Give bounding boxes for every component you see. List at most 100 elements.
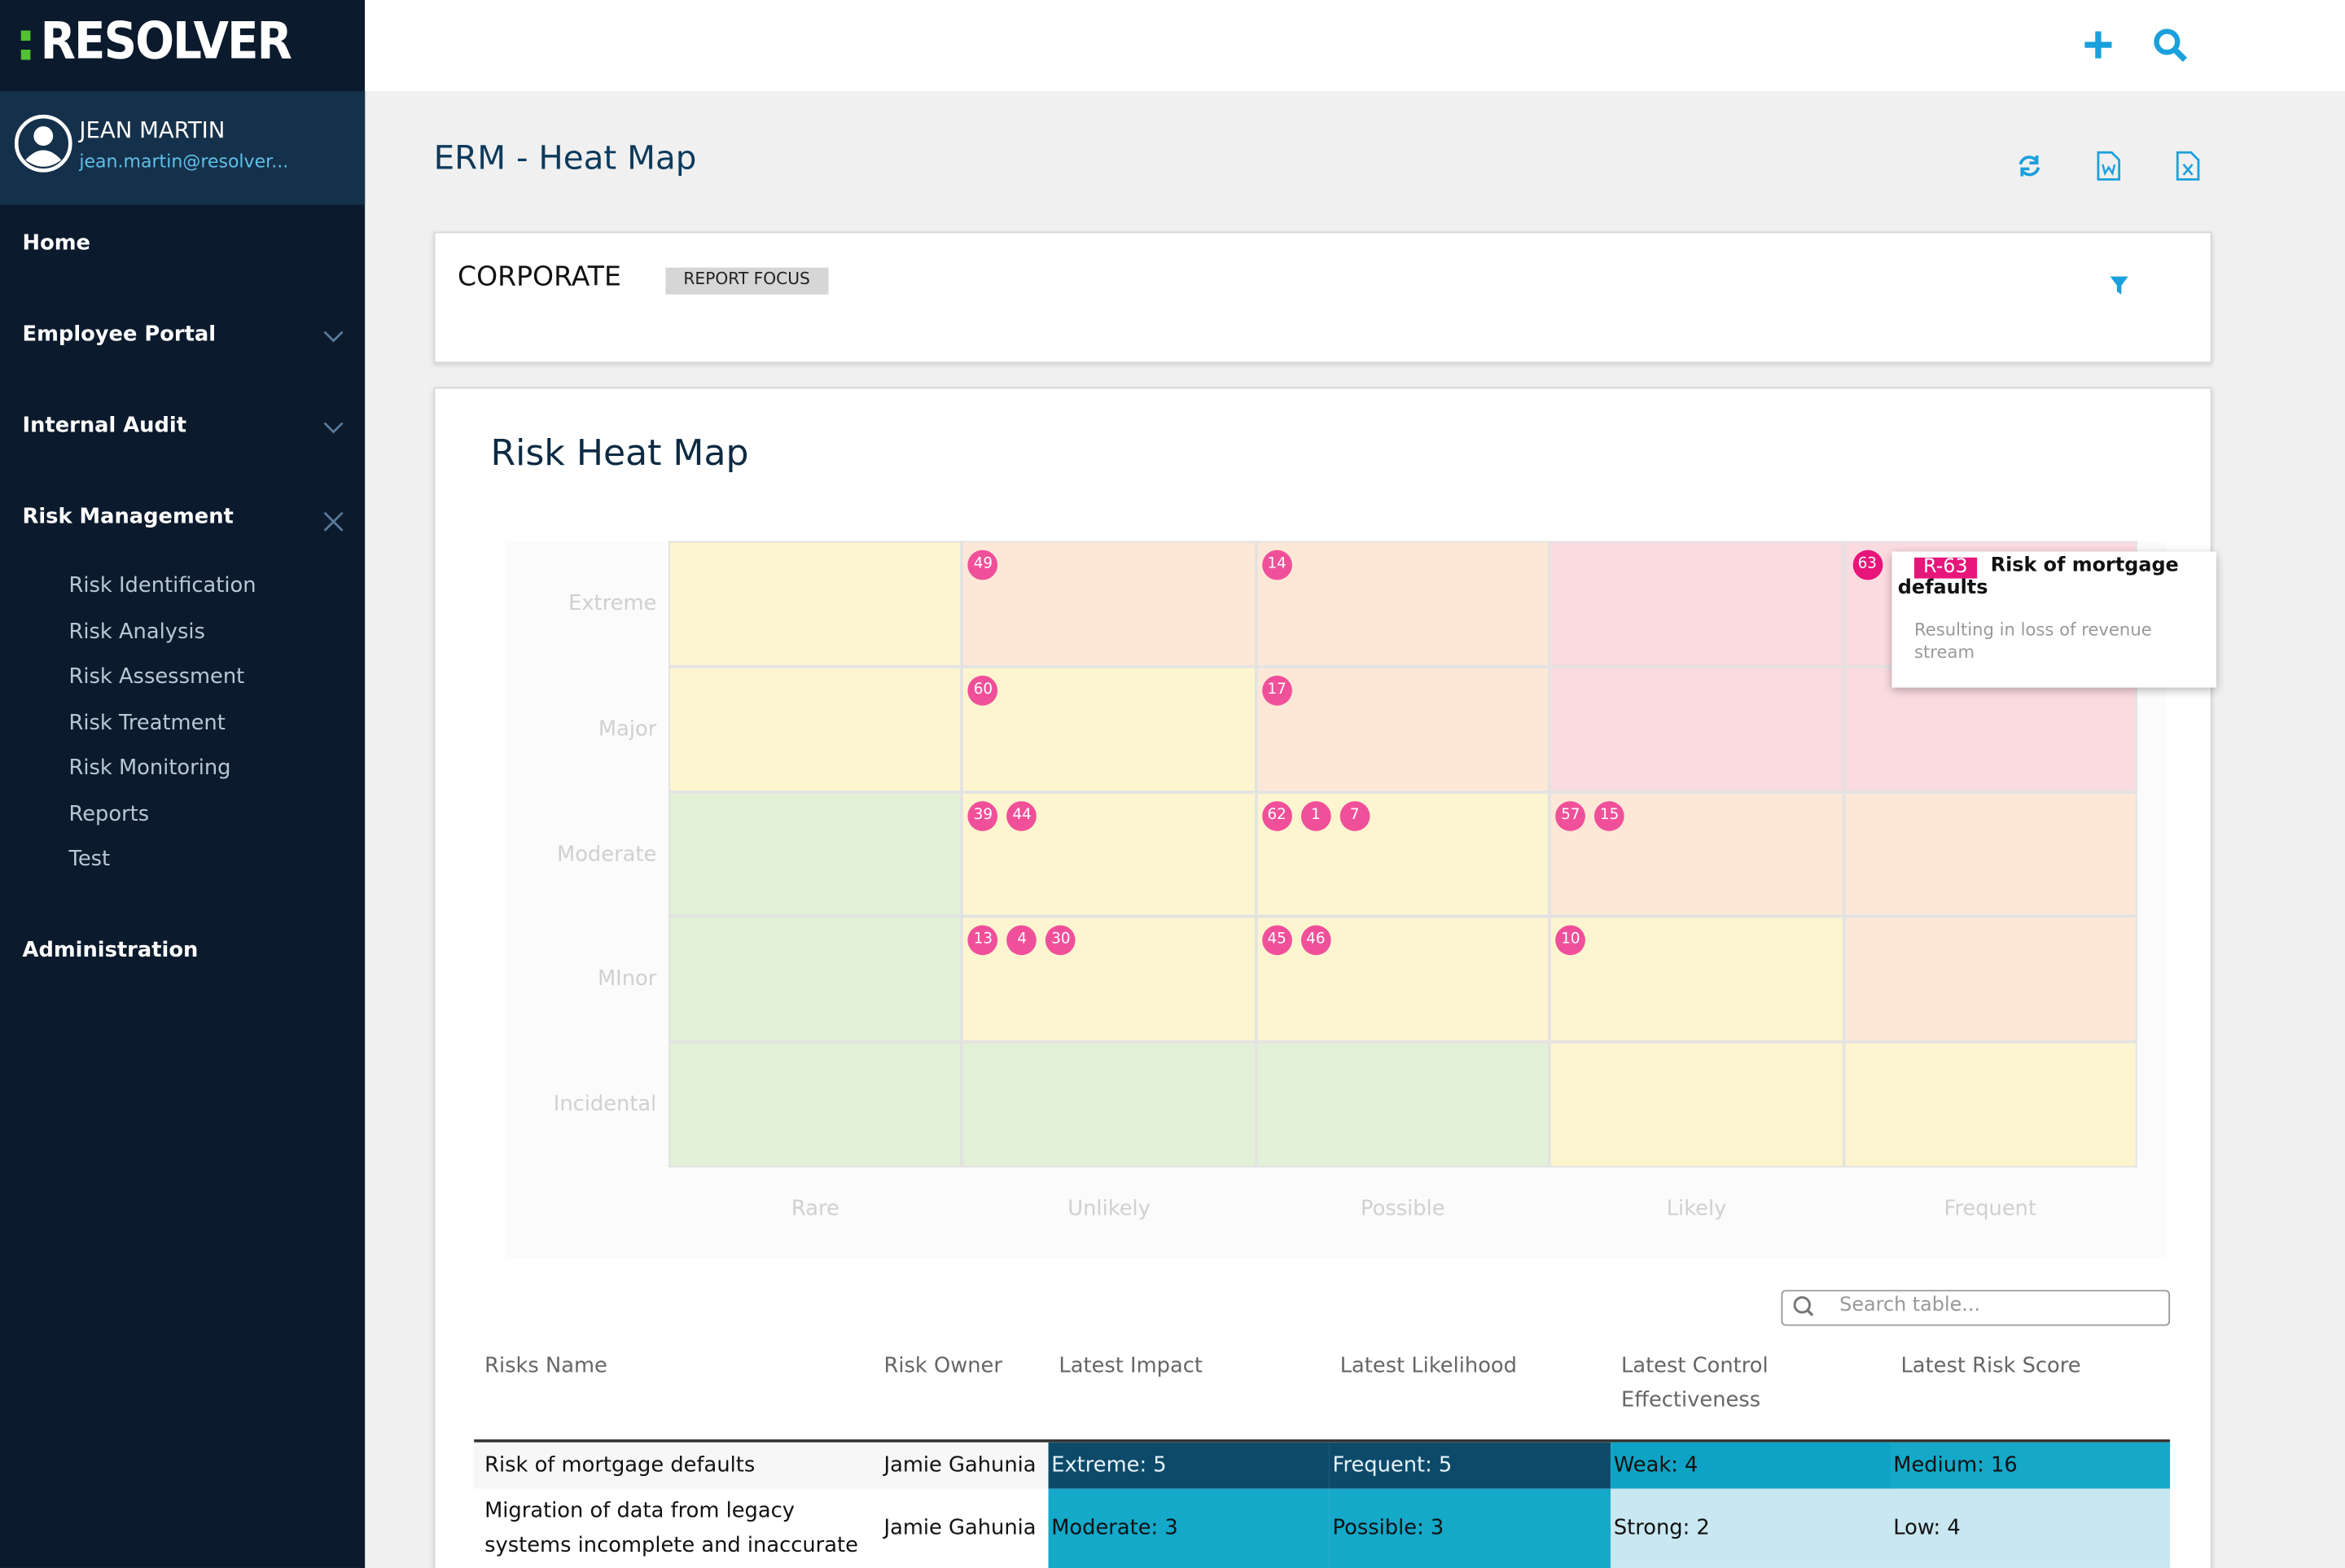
- risk-bubble[interactable]: 39: [968, 800, 998, 831]
- table-cell-text: Moderate: 3: [1051, 1515, 1178, 1540]
- heatmap-cell[interactable]: [668, 541, 962, 667]
- heatmap-cell[interactable]: [1256, 917, 1550, 1043]
- risk-bubble[interactable]: 57: [1555, 800, 1586, 831]
- nav-sub-item[interactable]: Risk Analysis: [68, 620, 205, 644]
- column-label: Possible: [1361, 1197, 1445, 1222]
- heatmap-cell[interactable]: [962, 917, 1256, 1043]
- heatmap-cell[interactable]: [1256, 1042, 1550, 1167]
- search-icon[interactable]: [2152, 27, 2191, 66]
- tooltip-badge: R-63: [1914, 557, 1977, 579]
- heatmap-cell[interactable]: [668, 791, 962, 918]
- heatmap-cell[interactable]: [962, 541, 1256, 667]
- collapse-icon[interactable]: [323, 511, 344, 532]
- search-placeholder: Search table...: [1839, 1294, 1981, 1317]
- column-label: Rare: [791, 1197, 839, 1222]
- focus-title: CORPORATE: [458, 261, 621, 293]
- table-cell-text: Jamie Gahunia: [883, 1515, 1037, 1540]
- filter-icon[interactable]: [2109, 275, 2130, 296]
- table-header[interactable]: Latest Risk Score: [1900, 1354, 2081, 1378]
- heatmap-cell[interactable]: [1549, 666, 1843, 792]
- heatmap-cell[interactable]: [1549, 791, 1843, 918]
- nav-sub-item[interactable]: Risk Monitoring: [68, 756, 231, 781]
- risk-bubble[interactable]: 30: [1045, 926, 1076, 956]
- table-cell: Jamie Gahunia: [884, 1443, 1049, 1489]
- heatmap-cell[interactable]: [1549, 541, 1843, 667]
- tooltip: R-63 Risk of mortgage defaults Resulting i…: [1891, 551, 2217, 688]
- heatmap-cell[interactable]: [1256, 791, 1550, 918]
- nav-sub-item[interactable]: Risk Assessment: [68, 665, 245, 690]
- risk-bubble[interactable]: 62: [1261, 800, 1292, 831]
- search-box[interactable]: [1781, 1290, 2171, 1326]
- nav-sub-item[interactable]: Reports: [68, 802, 150, 826]
- tooltip-text: Resulting in loss of revenue stream: [1914, 619, 2152, 663]
- add-icon[interactable]: [2082, 28, 2115, 61]
- heatmap-cell[interactable]: [1843, 917, 2137, 1043]
- heatmap-cell[interactable]: [962, 666, 1256, 792]
- search-box-icon: [1793, 1296, 1814, 1316]
- refresh-icon[interactable]: [2016, 152, 2043, 179]
- word-export-icon[interactable]: [2097, 151, 2121, 181]
- risk-bubble[interactable]: 46: [1300, 926, 1331, 956]
- avatar: [14, 114, 72, 173]
- nav-item[interactable]: Administration: [22, 939, 199, 963]
- nav-sub-item[interactable]: Risk Treatment: [68, 711, 226, 735]
- table-header[interactable]: Risk Owner: [883, 1354, 1002, 1378]
- chevron-icon: [323, 331, 344, 343]
- row-label: Extreme: [568, 591, 657, 616]
- heatmap-cell[interactable]: [1256, 541, 1550, 667]
- table-cell: Frequent: 5: [1329, 1442, 1611, 1489]
- table-cell: Weak: 4: [1611, 1442, 1892, 1489]
- table-cell-text: Frequent: 5: [1332, 1452, 1453, 1477]
- nav-item[interactable]: Risk Management: [22, 505, 234, 529]
- column-label: Frequent: [1944, 1197, 2037, 1222]
- nav-sub-item[interactable]: Risk Identification: [68, 574, 256, 598]
- table-cell: Jamie Gahunia: [884, 1489, 1049, 1568]
- table-header[interactable]: Latest Impact: [1059, 1354, 1203, 1378]
- heatmap-cell[interactable]: [1843, 1042, 2137, 1167]
- risk-bubble[interactable]: 63: [1852, 550, 1883, 580]
- nav-item[interactable]: Employee Portal: [22, 322, 217, 347]
- risk-bubble[interactable]: 44: [1006, 800, 1037, 831]
- risk-bubble[interactable]: 13: [968, 926, 998, 956]
- heatmap-cell[interactable]: [1549, 917, 1843, 1043]
- heatmap-cell[interactable]: [668, 666, 962, 792]
- heatmap-cell[interactable]: [962, 1042, 1256, 1167]
- risk-bubble[interactable]: 1: [1300, 800, 1331, 831]
- risk-bubble[interactable]: 17: [1261, 675, 1292, 706]
- table-cell: Extreme: 5: [1048, 1442, 1330, 1489]
- nav-item[interactable]: Home: [22, 231, 90, 256]
- heatmap-cell[interactable]: [1549, 1042, 1843, 1167]
- table-header[interactable]: Latest Control Effectiveness: [1621, 1354, 1769, 1413]
- table-header[interactable]: Latest Likelihood: [1339, 1354, 1517, 1378]
- nav-item[interactable]: Internal Audit: [22, 414, 186, 438]
- risk-bubble[interactable]: 14: [1261, 550, 1292, 580]
- excel-export-icon[interactable]: [2176, 151, 2200, 181]
- row-label: MInor: [597, 967, 657, 992]
- risk-bubble[interactable]: 45: [1261, 926, 1292, 956]
- table-cell-text: Jamie Gahunia: [883, 1452, 1037, 1477]
- heatmap-cell[interactable]: [1256, 666, 1550, 792]
- table-cell: Low: 4: [1890, 1488, 2171, 1568]
- risk-bubble[interactable]: 7: [1339, 800, 1370, 831]
- heatmap-cell[interactable]: [668, 917, 962, 1043]
- risk-bubble[interactable]: 4: [1006, 926, 1037, 956]
- table-cell-text: Medium: 16: [1893, 1452, 2018, 1477]
- risk-bubble[interactable]: 60: [968, 675, 998, 706]
- row-label: Major: [598, 716, 657, 742]
- heatmap-cell[interactable]: [962, 791, 1256, 918]
- tooltip-title: Risk of mortgage defaults: [1897, 554, 2179, 600]
- table-divider: [474, 1439, 2171, 1443]
- table-cell-text: Possible: 3: [1332, 1515, 1444, 1540]
- table-cell-text: Strong: 2: [1613, 1515, 1710, 1540]
- table-cell-text: Migration of data from legacy systems in…: [484, 1498, 858, 1557]
- table-header[interactable]: Risks Name: [484, 1354, 607, 1378]
- heatmap-cell[interactable]: [1843, 791, 2137, 918]
- table-cell: Risk of mortgage defaults: [484, 1443, 876, 1489]
- heatmap-cell[interactable]: [668, 1042, 962, 1167]
- risk-bubble[interactable]: 15: [1594, 800, 1625, 831]
- risk-bubble[interactable]: 10: [1555, 926, 1586, 956]
- nav-sub-item[interactable]: Test: [68, 848, 111, 872]
- risk-bubble[interactable]: 49: [968, 550, 998, 580]
- user-panel[interactable]: [0, 90, 366, 205]
